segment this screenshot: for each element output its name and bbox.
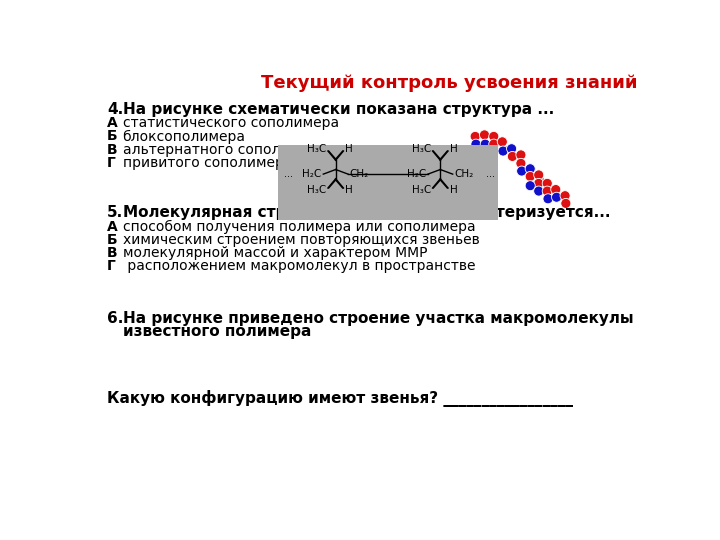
Circle shape [534,170,544,180]
Text: На рисунке схематически показана структура ...: На рисунке схематически показана структу… [122,102,554,117]
Text: CH₂: CH₂ [454,169,474,179]
Text: химическим строением повторяющихся звеньев: химическим строением повторяющихся звень… [122,233,480,247]
Circle shape [534,186,544,196]
Circle shape [489,139,499,149]
Circle shape [508,151,518,161]
Text: Какую конфигурацию имеют звенья? _________________: Какую конфигурацию имеют звенья? _______… [107,390,573,407]
Circle shape [542,186,552,196]
Circle shape [551,185,561,194]
Text: способом получения полимера или сополимера: способом получения полимера или сополиме… [122,220,475,234]
Bar [277,145,498,220]
Circle shape [516,150,526,160]
Circle shape [543,194,553,204]
Circle shape [480,130,490,140]
Text: статистического сополимера: статистического сополимера [122,117,338,130]
Text: 5.: 5. [107,205,123,220]
Text: привитого сополимера: привитого сополимера [122,156,292,170]
Text: H: H [449,145,457,154]
Circle shape [534,178,544,188]
Text: H₃C: H₃C [307,145,326,154]
Circle shape [517,166,527,176]
Circle shape [525,171,535,181]
Text: H₃C: H₃C [307,185,326,194]
Text: H: H [345,145,353,154]
Circle shape [470,131,480,141]
Text: Б: Б [107,233,117,247]
Circle shape [542,178,552,188]
Text: А: А [107,117,118,130]
Text: H₃C: H₃C [412,145,431,154]
Circle shape [480,139,490,149]
Circle shape [516,158,526,168]
Circle shape [498,137,508,147]
Text: известного полимера: известного полимера [122,325,311,339]
Text: Г: Г [107,156,116,170]
Text: А: А [107,220,118,234]
Text: Г: Г [107,259,116,273]
Text: H₂C: H₂C [302,169,322,179]
Text: H: H [345,185,353,194]
Text: блоксополимера: блоксополимера [122,130,246,144]
Circle shape [561,198,571,208]
Text: расположением макромолекул в пространстве: расположением макромолекул в пространств… [122,259,475,273]
Circle shape [552,192,562,202]
Circle shape [507,144,517,154]
Text: альтернатного сополимера: альтернатного сополимера [122,143,325,157]
Text: молекулярной массой и характером ММР: молекулярной массой и характером ММР [122,246,427,260]
Text: Текущий контроль усвоения знаний: Текущий контроль усвоения знаний [261,74,637,92]
Text: H₃C: H₃C [412,185,431,194]
Text: ...: ... [284,169,293,179]
Text: 6.: 6. [107,311,123,326]
Text: H: H [449,185,457,194]
Text: В: В [107,143,117,157]
Circle shape [498,146,508,156]
Circle shape [471,139,481,149]
Text: H₂C: H₂C [407,169,426,179]
Text: На рисунке приведено строение участка макромолекулы: На рисунке приведено строение участка ма… [122,311,633,326]
Circle shape [560,191,570,201]
Circle shape [525,181,535,191]
Circle shape [525,164,535,174]
Text: В: В [107,246,117,260]
Text: CH₂: CH₂ [350,169,369,179]
Circle shape [489,131,499,141]
Text: 4.: 4. [107,102,123,117]
Text: Б: Б [107,130,117,144]
Text: ...: ... [485,169,495,179]
Text: Молекулярная структура полимера характеризуется...: Молекулярная структура полимера характер… [122,205,610,220]
